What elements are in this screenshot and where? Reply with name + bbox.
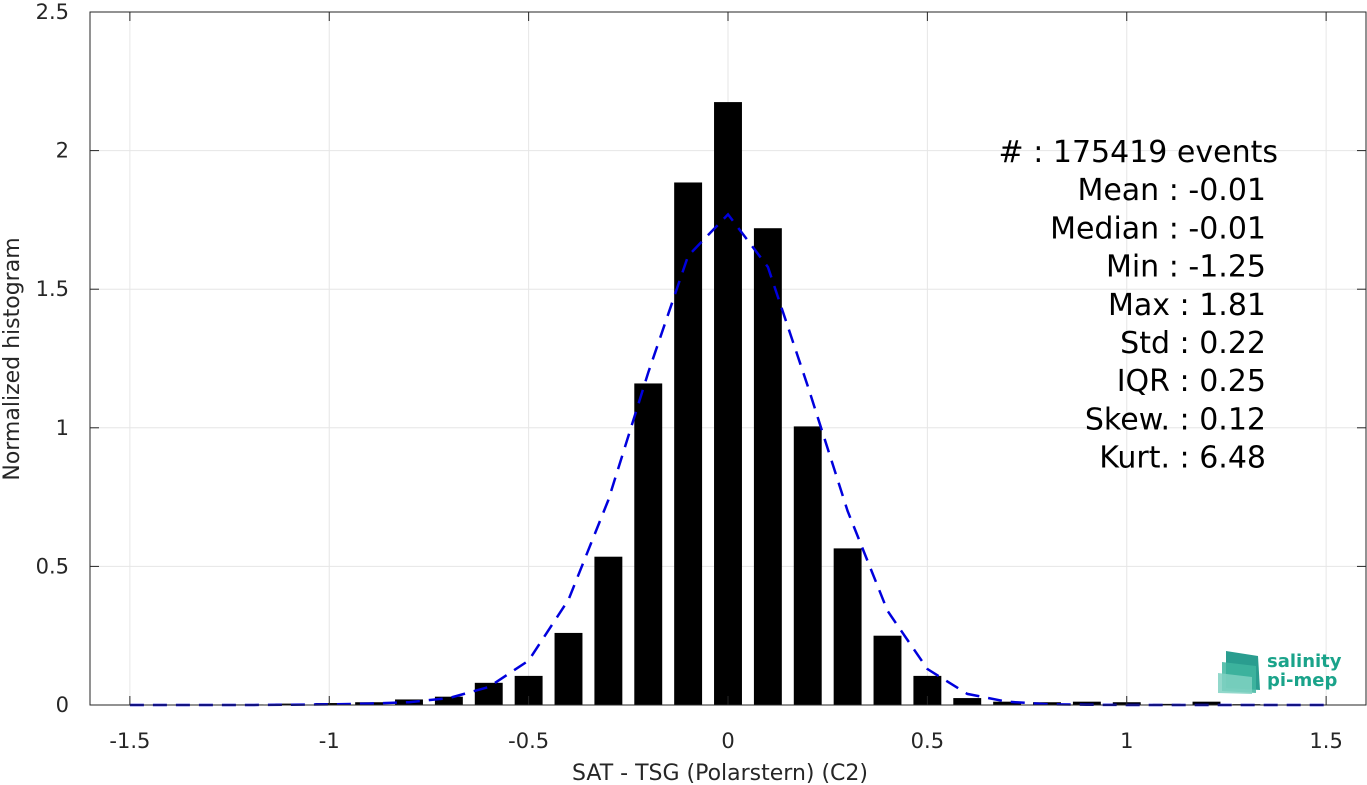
stat-line: Skew. : 0.12: [1085, 402, 1266, 437]
histogram-bar: [714, 102, 742, 706]
y-tick-label: 1: [56, 416, 69, 440]
y-axis-title: Normalized histogram: [0, 237, 25, 480]
histogram-bar: [793, 426, 822, 705]
histogram-bar: [634, 383, 663, 705]
x-tick-label: -0.5: [508, 729, 549, 753]
y-tick-label: 2.5: [36, 0, 69, 24]
histogram-bar: [993, 701, 1022, 705]
wave-stack-icon: [1218, 651, 1260, 694]
logo-text-pi-mep: pi-mep: [1267, 670, 1337, 691]
histogram-bar: [753, 228, 782, 705]
y-tick-label: 2: [56, 139, 69, 163]
x-tick-label: -1.5: [109, 729, 150, 753]
histogram-bar: [953, 698, 982, 705]
x-tick-label: 1: [1120, 729, 1133, 753]
x-axis-title: SAT - TSG (Polarstern) (C2): [572, 761, 868, 785]
stat-line: Max : 1.81: [1108, 288, 1266, 323]
histogram-bar: [1192, 701, 1221, 705]
x-tick-label: 0: [721, 729, 734, 753]
logo-text-salinity: salinity: [1267, 651, 1342, 672]
salinity-pi-mep-logo: salinity pi-mep: [1218, 651, 1342, 694]
stat-line: Std : 0.22: [1120, 326, 1266, 361]
histogram-bar: [434, 696, 463, 705]
x-tick-label: 0.5: [911, 729, 944, 753]
histogram-bar: [554, 632, 583, 705]
y-axis-ticks: 0 0.5 1 1.5 2 2.5: [36, 0, 1366, 717]
histogram-bar: [1072, 701, 1101, 705]
stat-line: Min : -1.25: [1106, 250, 1266, 285]
y-tick-label: 0.5: [36, 554, 69, 578]
y-tick-label: 1.5: [36, 277, 69, 301]
stat-line: Median : -0.01: [1050, 211, 1266, 246]
y-tick-label: 0: [56, 693, 69, 717]
histogram-bar: [1152, 703, 1181, 705]
x-tick-label: 1.5: [1309, 729, 1342, 753]
histogram-bar: [674, 182, 703, 705]
histogram-bar: [474, 682, 503, 705]
histogram-bars: [235, 102, 1261, 706]
stat-line: # : 175419 events: [999, 135, 1278, 170]
x-axis-ticks: -1.5 -1 -0.5 0 0.5 1 1.5: [109, 12, 1343, 753]
histogram-bar: [873, 635, 902, 705]
stat-line: Mean : -0.01: [1077, 173, 1266, 208]
histogram-bar: [833, 548, 862, 705]
x-tick-label: -1: [319, 729, 340, 753]
histogram-bar: [594, 556, 623, 705]
stat-line: Kurt. : 6.48: [1099, 441, 1266, 476]
histogram-bar: [275, 703, 304, 705]
stat-line: IQR : 0.25: [1117, 364, 1266, 399]
